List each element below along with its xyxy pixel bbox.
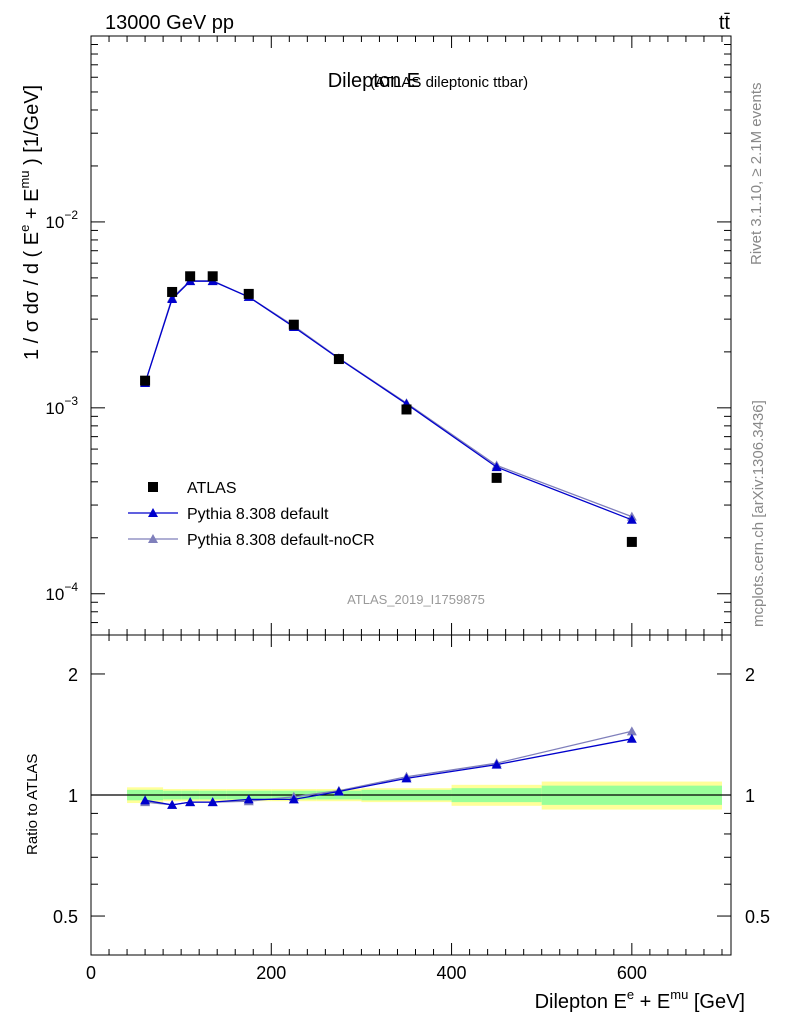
legend-label-atlas: ATLAS bbox=[187, 480, 237, 497]
main-axes: 10−4 10−3 10−2 bbox=[45, 35, 732, 636]
main-series-marker bbox=[167, 293, 178, 303]
ratio-series-marker bbox=[207, 797, 218, 807]
ratio-series-line bbox=[144, 738, 632, 806]
rivet-version-label: Rivet 3.1.10, ≥ 2.1M events bbox=[748, 83, 765, 266]
main-y-tick-label: 10−2 bbox=[45, 208, 78, 232]
process-label: tt̄ bbox=[719, 12, 731, 34]
ratio-y-tick-label-right: 2 bbox=[745, 665, 755, 685]
atlas-data-point bbox=[243, 288, 254, 299]
atlas-data-point bbox=[167, 286, 178, 297]
main-y-tick-label: 10−3 bbox=[45, 394, 78, 418]
atlas-data-point bbox=[401, 404, 412, 415]
main-y-tick-label: 10−4 bbox=[45, 580, 78, 604]
atlas-data-point bbox=[288, 319, 299, 330]
atlas-data-point bbox=[491, 472, 502, 483]
y-axis-label: 1 / σ dσ / d ( Ee + Emu ) [1/GeV] bbox=[17, 85, 43, 360]
atlas-data-point bbox=[333, 354, 344, 365]
ratio-series-marker bbox=[333, 786, 344, 796]
legend: ATLAS Pythia 8.308 default Pythia 8.308 … bbox=[128, 480, 375, 549]
ratio-series-marker bbox=[626, 733, 637, 743]
atlas-data-point bbox=[626, 536, 637, 547]
mcplots-label: mcplots.cern.ch [arXiv:1306.3436] bbox=[750, 400, 767, 627]
ratio-series-marker bbox=[243, 794, 254, 804]
legend-label-pythia-default: Pythia 8.308 default bbox=[187, 506, 329, 523]
ratio-series-marker bbox=[288, 794, 299, 804]
legend-marker-pythia-default bbox=[148, 508, 158, 517]
main-series-group bbox=[140, 271, 637, 547]
main-series-line bbox=[144, 280, 633, 521]
x-axis-label: Dilepton Ee + Emu [GeV] bbox=[535, 987, 745, 1013]
ratio-series-marker bbox=[491, 759, 502, 769]
ratio-y-tick-label-left: 1 bbox=[68, 786, 78, 806]
ratio-y-tick-label-left: 0.5 bbox=[53, 907, 78, 927]
legend-marker-atlas bbox=[148, 482, 158, 492]
ratio-x-tick-label: 400 bbox=[437, 963, 467, 983]
legend-label-pythia-nocr: Pythia 8.308 default-noCR bbox=[187, 532, 375, 549]
chart-title: Dilepton E bbox=[328, 70, 420, 92]
ratio-series-group bbox=[140, 726, 637, 809]
analysis-id-label: ATLAS_2019_I1759875 bbox=[347, 592, 485, 607]
energy-label: 13000 GeV pp bbox=[105, 12, 234, 34]
ratio-series-marker bbox=[185, 797, 196, 807]
atlas-data-point bbox=[140, 375, 151, 386]
chart-subtitle: (ATLAS dileptonic ttbar) bbox=[370, 74, 528, 91]
ratio-y-axis-label: Ratio to ATLAS bbox=[24, 754, 41, 855]
ratio-series-marker bbox=[626, 726, 637, 736]
atlas-data-point bbox=[185, 271, 196, 282]
ratio-series-marker bbox=[140, 795, 151, 805]
main-series-marker bbox=[491, 462, 502, 472]
ratio-series-marker bbox=[401, 773, 412, 783]
ratio-panel: 0 200 400 600 0.5 0.5 1 1 2 2 Ratio to ATLAS Dile… bbox=[24, 634, 770, 1013]
ratio-x-tick-label: 0 bbox=[86, 963, 96, 983]
ratio-y-tick-label-left: 2 bbox=[68, 665, 78, 685]
legend-marker-pythia-nocr bbox=[148, 534, 158, 543]
ratio-x-tick-label: 600 bbox=[617, 963, 647, 983]
ratio-y-tick-label-right: 0.5 bbox=[745, 907, 770, 927]
main-series-marker bbox=[626, 514, 637, 524]
main-panel: Dilepton E (ATLAS dileptonic ttbar) 10−4… bbox=[17, 35, 732, 636]
ratio-x-tick-label: 200 bbox=[256, 963, 286, 983]
ratio-axes: 0 200 400 600 0.5 0.5 1 1 2 2 bbox=[53, 634, 770, 983]
ratio-series-marker bbox=[167, 799, 178, 809]
ratio-y-tick-label-right: 1 bbox=[745, 786, 755, 806]
atlas-data-point bbox=[207, 271, 218, 282]
